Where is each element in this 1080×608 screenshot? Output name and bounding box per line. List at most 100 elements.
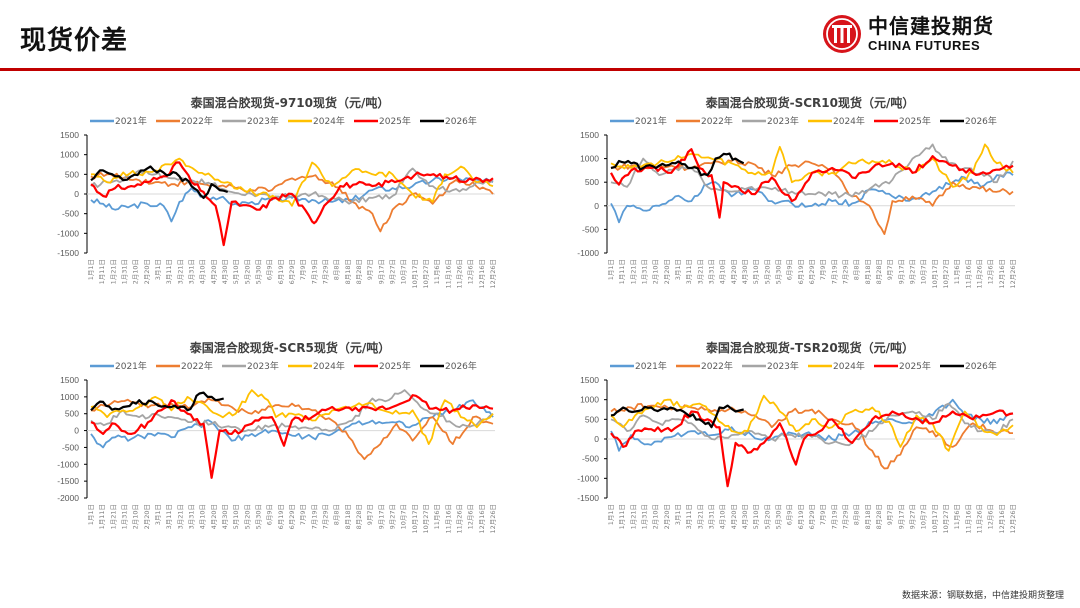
x-tick-label: 11月26日 (456, 504, 464, 534)
x-tick-label: 1月11日 (98, 259, 106, 284)
legend-item: 2024年 (288, 115, 345, 127)
legend-item: 2024年 (288, 360, 345, 372)
x-tick-label: 11月26日 (976, 259, 984, 289)
legend-label: 2026年 (965, 360, 997, 372)
x-tick-label: 4月20日 (210, 259, 218, 284)
series-line-2021 (610, 171, 1014, 224)
x-tick-label: 6月29日 (808, 259, 816, 284)
x-tick-label: 9月7日 (366, 259, 374, 280)
legend-item: 2022年 (156, 360, 213, 372)
x-tick-label: 2月10日 (652, 259, 660, 284)
x-tick-label: 7月29日 (322, 259, 330, 284)
x-tick-label: 12月26日 (489, 259, 497, 289)
x-tick-label: 4月30日 (221, 504, 229, 529)
legend-label: 2024年 (313, 115, 345, 127)
x-tick-label: 12月6日 (987, 259, 995, 284)
x-tick-label: 9月27日 (389, 504, 397, 529)
x-tick-label: 12月6日 (467, 504, 475, 529)
x-tick-label: 6月19日 (797, 504, 805, 529)
x-tick-label: 4月10日 (199, 259, 207, 284)
x-tick-label: 11月6日 (953, 504, 961, 529)
x-tick-label: 3月11日 (685, 259, 693, 284)
x-tick-label: 5月30日 (255, 259, 263, 284)
x-tick-label: 10月7日 (400, 504, 408, 529)
legend-label: 2024年 (313, 360, 345, 372)
legend-label: 2022年 (701, 115, 733, 127)
y-tick-label: -1000 (577, 248, 599, 258)
x-tick-label: 7月9日 (299, 259, 307, 280)
y-tick-label: -500 (582, 454, 599, 464)
x-tick-label: 8月28日 (875, 259, 883, 284)
x-tick-label: 11月16日 (964, 259, 972, 289)
x-tick-label: 5月30日 (775, 504, 783, 529)
legend-label: 2023年 (247, 360, 279, 372)
x-tick-label: 5月20日 (243, 259, 251, 284)
x-tick-label: 3月21日 (176, 504, 184, 529)
chart-scr5: 泰国混合胶现货-SCR5现货（元/吨） 2021年 2022年 2023年 2024年 2… (45, 333, 515, 568)
legend-item: 2022年 (676, 115, 733, 127)
legend-item: 2026年 (940, 360, 997, 372)
x-tick-label: 4月10日 (719, 504, 727, 529)
series-line-2025 (90, 394, 494, 479)
x-tick-label: 3月31日 (708, 259, 716, 284)
series-line-2025 (90, 161, 494, 247)
legend-item: 2024年 (808, 360, 865, 372)
legend-label: 2023年 (767, 115, 799, 127)
x-tick-label: 2月10日 (652, 504, 660, 529)
legend-item: 2021年 (90, 115, 147, 127)
legend-label: 2025年 (379, 360, 411, 372)
series-line-2021 (90, 176, 494, 223)
x-tick-label: 9月27日 (389, 259, 397, 284)
chart-tsr20-svg: 泰国混合胶现货-TSR20现货（元/吨） 2021年 2022年 2023年 2024年… (577, 340, 1017, 534)
x-tick-label: 6月19日 (277, 504, 285, 529)
x-tick-label: 11月6日 (433, 504, 441, 529)
x-tick-label: 9月17日 (377, 504, 385, 529)
y-tick-label: -500 (62, 209, 79, 219)
x-tick-label: 2月20日 (143, 259, 151, 284)
x-tick-label: 10月27日 (422, 504, 430, 534)
y-tick-label: 1000 (580, 154, 599, 164)
chart-scr10: 泰国混合胶现货-SCR10现货（元/吨） 2021年 2022年 2023年 2024年… (565, 88, 1035, 323)
x-tick-label: 10月17日 (411, 504, 419, 534)
x-tick-label: 9月7日 (886, 504, 894, 525)
legend-label: 2025年 (899, 115, 931, 127)
x-tick-label: 7月19日 (310, 259, 318, 284)
series-line-2024 (610, 394, 1014, 452)
y-tick-label: 1000 (60, 150, 79, 160)
x-tick-label: 7月9日 (819, 259, 827, 280)
x-tick-label: 3月31日 (188, 259, 196, 284)
x-tick-label: 8月18日 (344, 259, 352, 284)
legend-item: 2026年 (420, 115, 477, 127)
logo-chinese-name: 中信建投期货 (868, 14, 994, 38)
y-tick-label: 1500 (580, 130, 599, 140)
x-tick-label: 11月16日 (444, 504, 452, 534)
x-tick-label: 8月28日 (875, 504, 883, 529)
legend-item: 2025年 (354, 360, 411, 372)
series-line-2021 (90, 399, 494, 449)
legend-label: 2026年 (445, 360, 477, 372)
x-tick-label: 7月29日 (842, 504, 850, 529)
x-tick-label: 1月1日 (607, 504, 615, 525)
x-tick-label: 4月20日 (210, 504, 218, 529)
legend-label: 2021年 (635, 115, 667, 127)
y-tick-label: -1000 (57, 228, 79, 238)
legend-item: 2021年 (610, 115, 667, 127)
x-tick-label: 2月10日 (132, 504, 140, 529)
x-tick-label: 12月6日 (987, 504, 995, 529)
x-tick-label: 10月7日 (920, 259, 928, 284)
y-tick-label: 1500 (580, 375, 599, 385)
x-tick-label: 4月10日 (719, 259, 727, 284)
page-title: 现货价差 (20, 26, 129, 56)
x-tick-label: 3月21日 (176, 259, 184, 284)
legend-item: 2026年 (940, 115, 997, 127)
company-logo: 中信建投期货 CHINA FUTURES (822, 14, 994, 54)
legend-item: 2024年 (808, 115, 865, 127)
legend-label: 2024年 (833, 360, 865, 372)
legend-label: 2021年 (115, 115, 147, 127)
x-tick-label: 10月7日 (400, 259, 408, 284)
series-line-2023 (90, 167, 494, 205)
chart-tsr20: 泰国混合胶现货-TSR20现货（元/吨） 2021年 2022年 2023年 2024年… (565, 333, 1035, 568)
series-line-2026 (90, 391, 224, 412)
citic-logo-icon (823, 15, 861, 53)
logo-english-name: CHINA FUTURES (868, 38, 981, 53)
